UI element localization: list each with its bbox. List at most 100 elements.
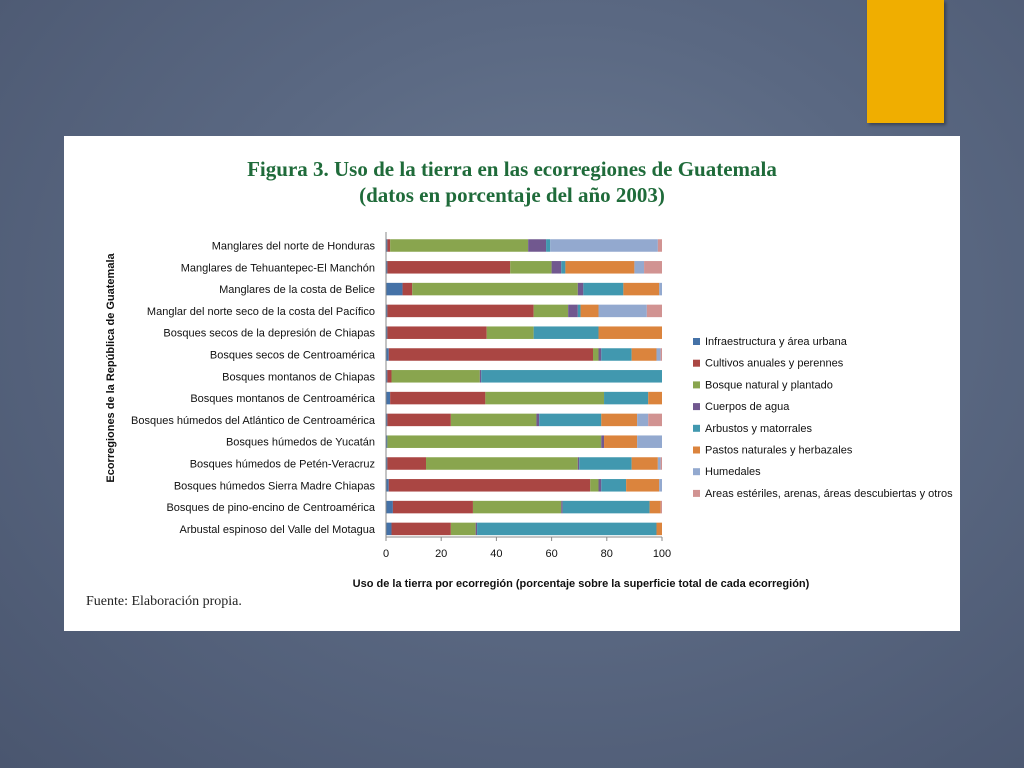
bar-segment <box>660 500 662 514</box>
legend-label: Infraestructura y área urbana <box>705 336 848 348</box>
bar-segment <box>644 261 662 274</box>
bar-segment <box>386 435 388 448</box>
bar-segment <box>402 282 413 296</box>
bar-segment <box>528 239 547 252</box>
x-tick-label: 20 <box>435 548 447 560</box>
stacked-bar-chart: Manglares del norte de Honduras Manglares… <box>105 232 953 590</box>
bar-segment <box>648 413 662 427</box>
bar-segment <box>637 413 649 427</box>
bar-segment <box>386 522 392 536</box>
bar-segment <box>387 435 602 448</box>
bar-segment <box>539 413 602 427</box>
bar-segment <box>533 326 599 339</box>
figure-image: Figura 3. Uso de la tierra en las ecorre… <box>64 136 960 631</box>
axis-layer: Manglares del norte de Honduras Manglares… <box>131 232 671 560</box>
bar-segment <box>598 326 662 339</box>
bar-segment <box>656 522 662 536</box>
bar-segment <box>623 282 660 296</box>
x-tick-label: 80 <box>601 548 613 560</box>
bar-segment <box>386 304 388 318</box>
legend-swatch <box>693 446 700 454</box>
bar-segment <box>386 239 388 252</box>
bar-segment <box>659 479 662 492</box>
bar-segment <box>598 348 602 361</box>
bar-segment <box>386 457 388 470</box>
legend-label: Humedales <box>705 466 761 478</box>
legend-label: Cultivos anuales y perennes <box>705 358 844 370</box>
bar-segment <box>565 261 635 274</box>
bar-segment <box>583 282 624 296</box>
bar-segment <box>387 261 511 274</box>
bar-segment <box>450 522 476 536</box>
bar-segment <box>387 457 427 470</box>
y-tick-label: Bosques montanos de Chiapas <box>222 371 375 383</box>
bar-segment <box>533 304 569 318</box>
bar-segment <box>392 500 473 514</box>
bar-segment <box>390 239 529 252</box>
bars-layer <box>386 239 662 536</box>
bar-segment <box>604 435 638 448</box>
x-tick-label: 100 <box>653 548 671 560</box>
bar-segment <box>561 261 566 274</box>
bar-segment <box>450 413 537 427</box>
y-tick-label: Manglares de la costa de Belice <box>219 284 375 296</box>
bar-segment <box>386 479 389 492</box>
bar-segment <box>657 457 661 470</box>
legend-swatch <box>693 403 700 411</box>
bar-segment <box>391 522 451 536</box>
x-tick-label: 0 <box>383 548 389 560</box>
bar-segment <box>577 304 581 318</box>
bar-segment <box>386 391 391 405</box>
bar-segment <box>412 282 578 296</box>
source-note: Fuente: Elaboración propia. <box>86 594 242 609</box>
bar-segment <box>660 348 662 361</box>
bar-segment <box>598 304 647 318</box>
bar-segment <box>391 370 480 383</box>
bar-segment <box>657 239 662 252</box>
bar-segment <box>481 370 662 383</box>
bar-segment <box>601 413 638 427</box>
bar-segment <box>656 348 661 361</box>
bar-segment <box>562 500 650 514</box>
bar-segment <box>577 282 584 296</box>
bar-segment <box>659 282 662 296</box>
legend-label: Pastos naturales y herbazales <box>705 445 853 457</box>
legend-swatch <box>693 424 700 432</box>
y-tick-label: Bosques de pino-encino de Centroamérica <box>166 502 375 514</box>
legend-swatch <box>693 489 700 497</box>
y-tick-label: Bosques húmedos Sierra Madre Chiapas <box>174 480 376 492</box>
bar-segment <box>472 500 562 514</box>
legend-layer: Infraestructura y área urbana Cultivos an… <box>693 336 953 500</box>
bar-segment <box>388 479 591 492</box>
bar-segment <box>580 304 599 318</box>
bar-segment <box>551 261 562 274</box>
bar-segment <box>475 522 478 536</box>
legend-swatch <box>693 381 700 389</box>
bar-segment <box>631 457 658 470</box>
bar-segment <box>486 326 534 339</box>
y-tick-label: Bosques secos de Centroamérica <box>210 350 376 362</box>
legend-label: Arbustos y matorrales <box>705 423 812 435</box>
bar-segment <box>649 500 661 514</box>
bar-segment <box>485 391 605 405</box>
legend-swatch <box>693 359 700 367</box>
bar-segment <box>426 457 578 470</box>
legend-label: Bosque natural y plantado <box>705 379 833 391</box>
bar-segment <box>577 457 580 470</box>
bar-segment <box>546 239 551 252</box>
bar-segment <box>510 261 552 274</box>
bar-segment <box>386 413 388 427</box>
bar-segment <box>579 457 632 470</box>
bar-segment <box>386 348 389 361</box>
bar-segment <box>601 479 627 492</box>
y-tick-label: Bosques húmedos de Yucatán <box>226 437 375 449</box>
bar-segment <box>387 304 534 318</box>
legend-swatch <box>693 338 700 345</box>
bar-segment <box>660 457 662 470</box>
legend-swatch <box>693 468 700 476</box>
bar-segment <box>386 500 393 514</box>
bar-segment <box>479 370 482 383</box>
bar-segment <box>590 479 599 492</box>
bar-segment <box>626 479 660 492</box>
bar-segment <box>568 304 578 318</box>
